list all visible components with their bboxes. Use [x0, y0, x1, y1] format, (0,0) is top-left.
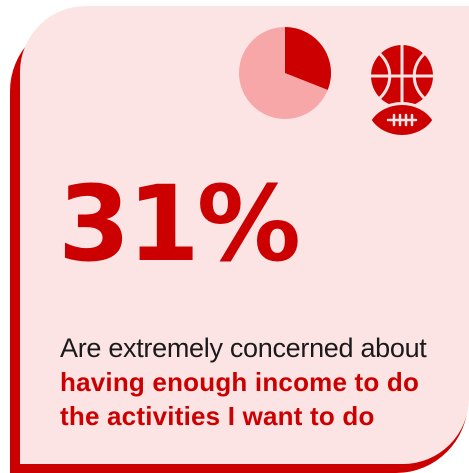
pie-chart-icon — [239, 27, 331, 119]
caption-line-2: having enough income to do — [60, 367, 420, 397]
stat-caption: Are extremely concerned about having eno… — [60, 331, 462, 433]
caption-line-3: the activities I want to do — [60, 401, 375, 431]
caption-line-1: Are extremely concerned about — [60, 333, 427, 363]
pie-highlight-slice — [285, 27, 331, 90]
sports-balls-icon — [368, 43, 436, 136]
basketball-icon — [369, 43, 435, 109]
stat-percentage: 31% — [58, 163, 301, 285]
football-icon — [368, 102, 436, 136]
